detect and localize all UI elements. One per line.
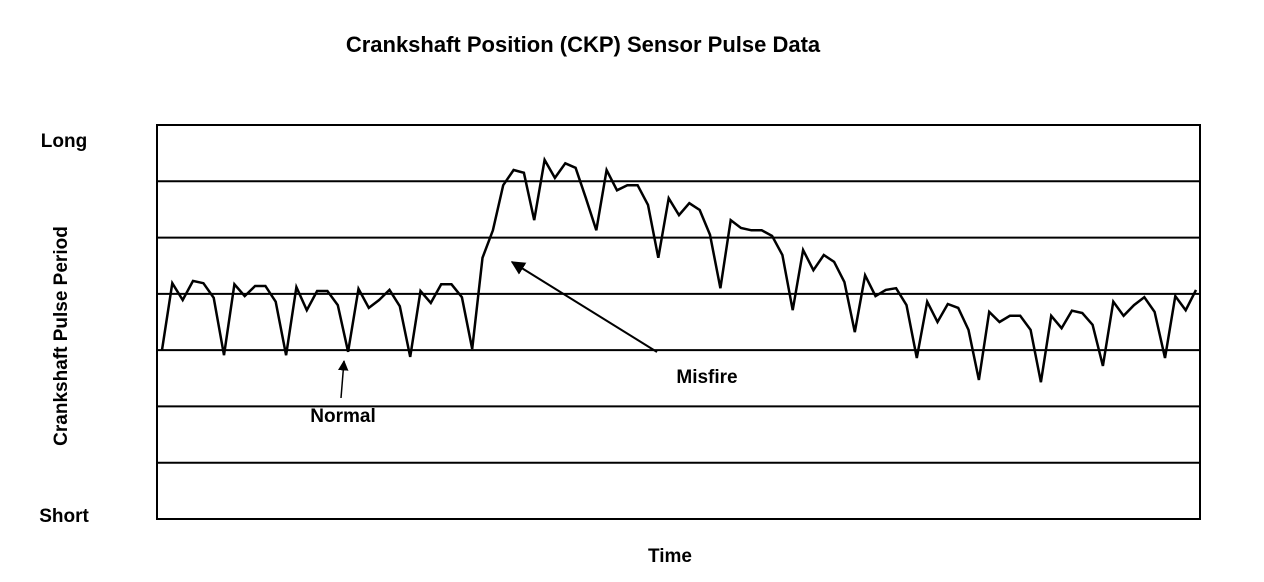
y-tick-label: Short (39, 506, 89, 527)
plot-frame (156, 124, 1201, 520)
y-axis-label: Crankshaft Pulse Period (51, 226, 72, 446)
annotation-arrow (338, 359, 349, 399)
chart-title: Crankshaft Position (CKP) Sensor Pulse D… (346, 32, 821, 57)
y-tick-label: Long (41, 131, 87, 152)
annotation-arrow (510, 261, 658, 353)
annotation: Misfire (676, 367, 737, 388)
x-axis-label: Time (648, 546, 692, 567)
data-line (160, 156, 1198, 383)
annotation: Normal (310, 406, 375, 427)
